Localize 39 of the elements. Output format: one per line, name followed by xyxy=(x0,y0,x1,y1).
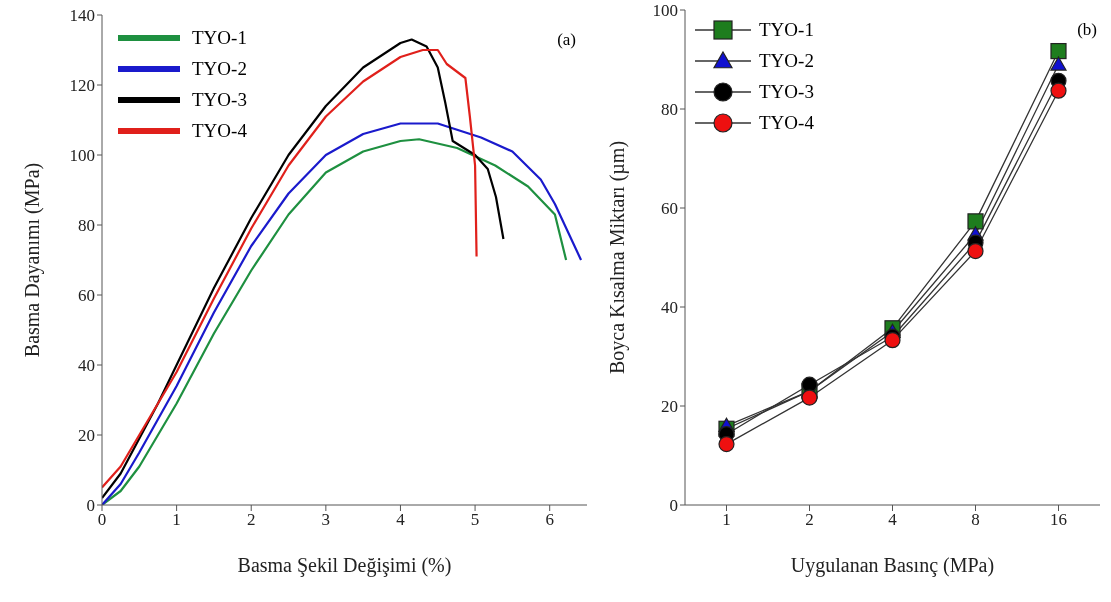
y-tick-label: 60 xyxy=(661,199,678,219)
legend-label: TYO-3 xyxy=(759,80,814,103)
legend-label: TYO-1 xyxy=(759,18,814,41)
y-tick-label: 80 xyxy=(78,216,95,236)
y-tick-label: 20 xyxy=(78,426,95,446)
y-tick-label: 20 xyxy=(661,397,678,417)
y-tick-label: 100 xyxy=(69,146,95,166)
x-tick-label: 4 xyxy=(888,510,898,530)
y-tick-label: 120 xyxy=(69,76,95,96)
legend-label: TYO-2 xyxy=(759,49,814,72)
x-tick-label: 8 xyxy=(971,510,980,530)
x-tick-label: 3 xyxy=(321,510,331,530)
y-tick-label: 100 xyxy=(652,1,678,21)
legend-label: TYO-3 xyxy=(192,88,247,111)
y-tick-label: 140 xyxy=(69,6,95,26)
y-tick-label: 80 xyxy=(661,100,678,120)
x-axis-title: Uygulanan Basınç (MPa) xyxy=(790,554,995,577)
legend-label: TYO-2 xyxy=(192,57,247,80)
annotation: (a) xyxy=(557,30,576,50)
y-axis-title: Basma Dayanımı (MPa) xyxy=(20,162,44,358)
x-tick-label: 4 xyxy=(396,510,406,530)
legend-label: TYO-1 xyxy=(192,26,247,49)
y-tick-label: 40 xyxy=(78,356,95,376)
x-tick-label: 2 xyxy=(246,510,256,530)
x-tick-label: 2 xyxy=(805,510,814,530)
y-tick-label: 0 xyxy=(669,496,678,516)
x-tick-label: 6 xyxy=(545,510,554,530)
x-tick-label: 5 xyxy=(470,510,480,530)
legend-label: TYO-4 xyxy=(192,119,247,142)
annotation: (b) xyxy=(1077,20,1097,40)
y-tick-label: 40 xyxy=(661,298,678,318)
y-tick-label: 0 xyxy=(86,496,95,516)
x-tick-label: 16 xyxy=(1050,510,1067,530)
y-axis-title: Boyca Kısalma Miktarı (µm) xyxy=(605,140,629,375)
x-tick-label: 1 xyxy=(172,510,181,530)
legend-label: TYO-4 xyxy=(759,111,814,134)
x-tick-label: 1 xyxy=(722,510,731,530)
x-axis-title: Basma Şekil Değişimi (%) xyxy=(237,554,452,577)
y-tick-label: 60 xyxy=(78,286,95,306)
